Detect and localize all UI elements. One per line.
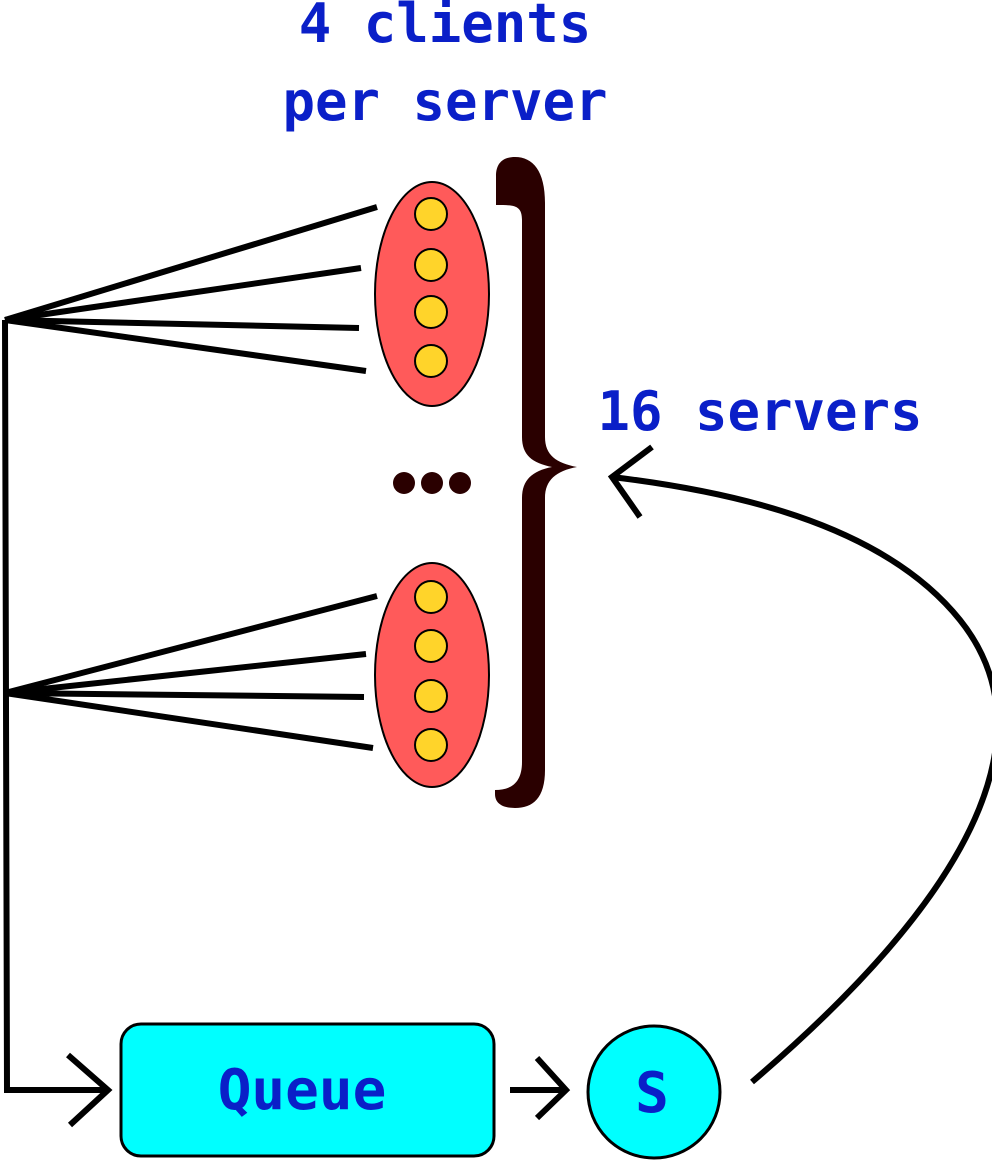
fan-lines-bottom xyxy=(4,593,378,751)
client-dot xyxy=(414,580,448,614)
client-dot xyxy=(414,728,448,762)
client-dot xyxy=(414,248,448,282)
queue-box: Queue xyxy=(119,1022,496,1158)
clients-per-server-label-line2: per server xyxy=(282,70,607,133)
queue-to-server-arrowhead xyxy=(534,1055,571,1121)
client-dot xyxy=(414,295,448,329)
feed-line xyxy=(2,319,108,1093)
server-group-top xyxy=(374,181,490,407)
fan-lines-top xyxy=(4,204,378,374)
queue-arrowhead xyxy=(66,1052,113,1128)
servers-count-label: 16 servers xyxy=(597,380,922,443)
client-dot xyxy=(414,629,448,663)
client-dot xyxy=(414,344,448,378)
queue-label: Queue xyxy=(218,1058,387,1123)
client-dot xyxy=(414,679,448,713)
server-oval xyxy=(374,181,490,407)
curly-brace xyxy=(495,157,577,808)
server-oval xyxy=(374,562,490,788)
server-label: S xyxy=(635,1061,669,1126)
server-group-bottom xyxy=(374,562,490,788)
feedback-arrowhead xyxy=(607,444,654,519)
ellipsis xyxy=(393,472,471,494)
clients-per-server-label-line1: 4 clients xyxy=(299,0,592,55)
feedback-curve xyxy=(611,474,992,1085)
client-dot xyxy=(414,197,448,231)
server-node: S xyxy=(586,1024,722,1160)
